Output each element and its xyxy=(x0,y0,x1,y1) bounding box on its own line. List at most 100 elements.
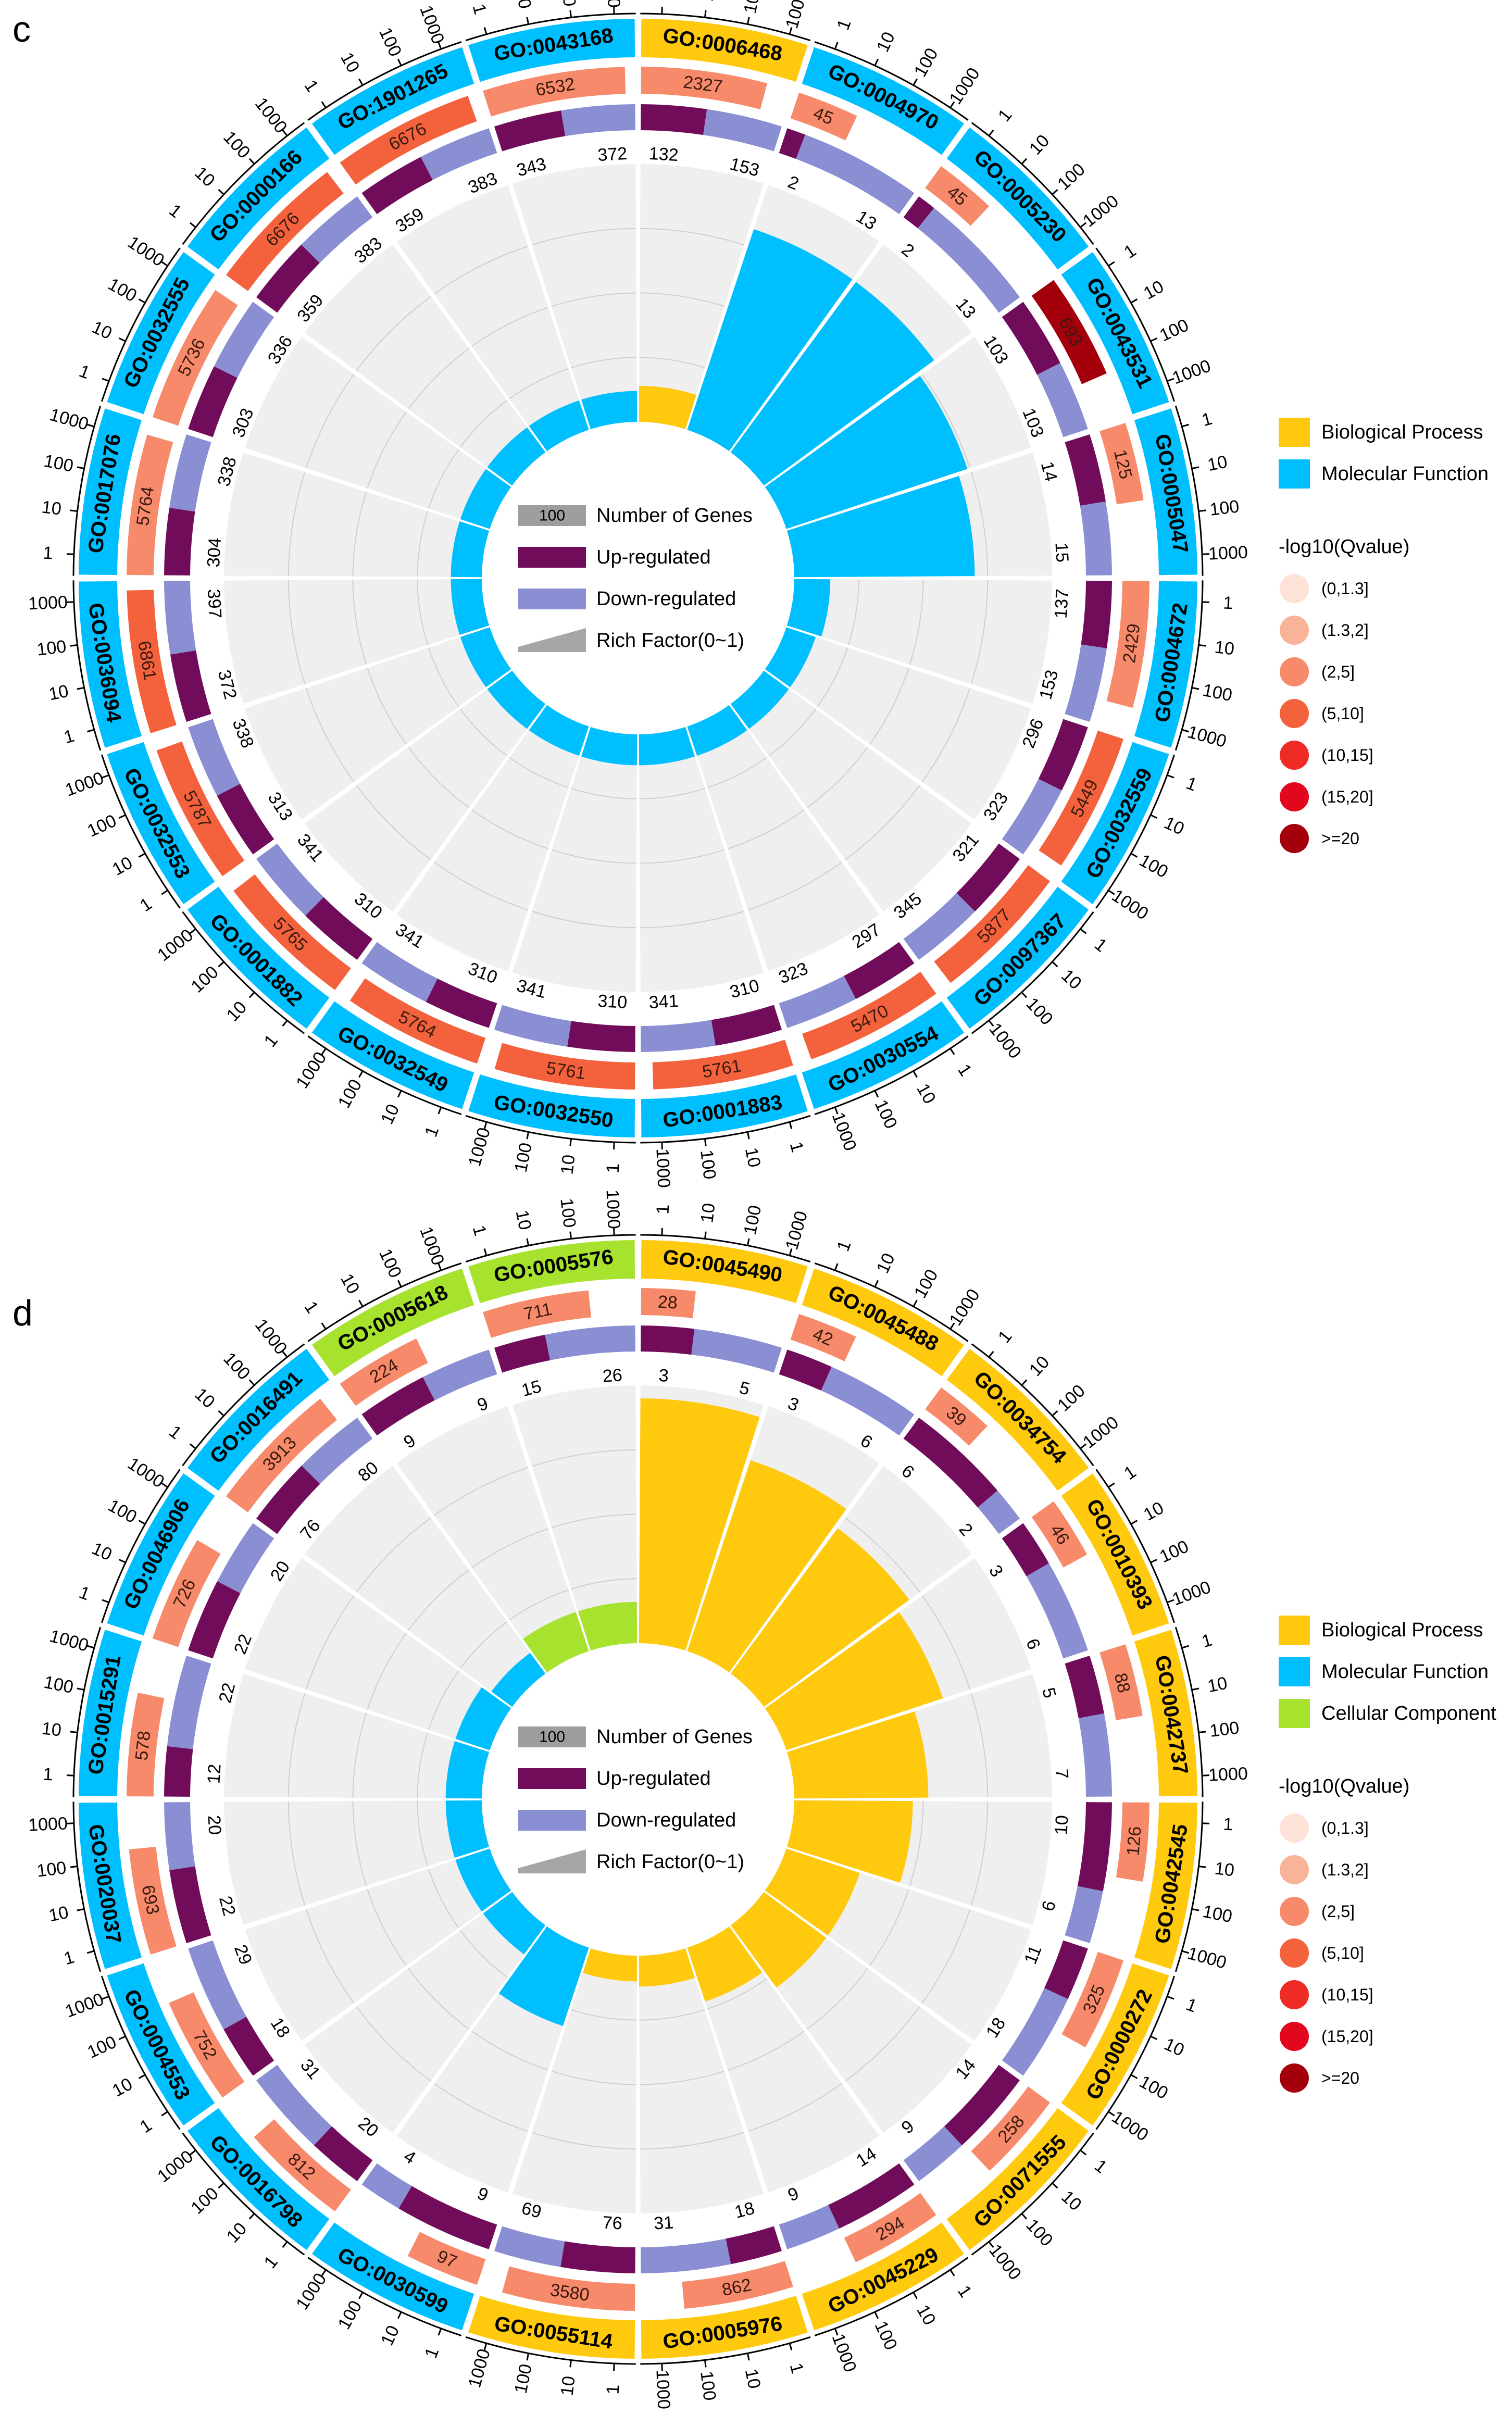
gene-count-bar xyxy=(340,1338,428,1406)
scale-tick xyxy=(282,2241,288,2248)
qvalue-swatch xyxy=(1280,2022,1309,2051)
scale-tick-label: 1000 xyxy=(652,2369,673,2409)
down-count-label: 4 xyxy=(400,2146,419,2168)
scale-tick-label: 1000 xyxy=(154,925,197,965)
scale-tick xyxy=(1181,1950,1190,1954)
scale-tick xyxy=(913,2292,918,2299)
up-count-label: 304 xyxy=(204,537,225,568)
up-regulated-bar xyxy=(641,1325,695,1355)
scale-tick-label: 1000 xyxy=(416,3,448,46)
go-id-band xyxy=(1061,1963,1169,2126)
scale-tick xyxy=(70,1865,78,1868)
gene-count-label: 578 xyxy=(132,1730,155,1761)
scale-tick-label: 10 xyxy=(1161,813,1187,839)
scale-tick xyxy=(77,1908,84,1911)
category-label: Biological Process xyxy=(1321,1619,1483,1641)
scale-tick-label: 1 xyxy=(954,1060,976,1080)
up-count-label: 9 xyxy=(474,2183,491,2205)
rich-factor-bar xyxy=(451,579,490,635)
scale-tick-label: 10 xyxy=(913,2301,940,2329)
rich-background xyxy=(730,670,972,912)
scale-tick xyxy=(1108,2111,1115,2117)
up-regulated-bar xyxy=(426,979,497,1028)
gene-count-bar xyxy=(483,1290,591,1338)
scale-tick xyxy=(70,644,78,647)
scale-baseline xyxy=(1174,405,1204,576)
scale-tick xyxy=(1021,992,1028,998)
scale-tick xyxy=(397,1090,402,1098)
scale-baseline xyxy=(307,1262,462,1342)
qvalue-swatch xyxy=(1280,1813,1309,1843)
go-id-band xyxy=(1061,252,1169,415)
rich-gridline xyxy=(408,348,470,410)
rich-gridline xyxy=(352,1801,367,1886)
scale-tick xyxy=(358,78,364,86)
up-count-label: 14 xyxy=(1037,459,1061,483)
scale-tick-label: 100 xyxy=(556,1197,579,1229)
rich-gridline xyxy=(640,2070,725,2085)
rich-gridline xyxy=(640,910,744,929)
scale-tick xyxy=(161,261,168,267)
down-count-label: 6 xyxy=(1022,1636,1044,1653)
scale-tick xyxy=(661,1228,663,1236)
rich-gridline xyxy=(869,1888,909,1966)
scale-tick xyxy=(834,1263,839,1271)
rich-gridline xyxy=(356,1517,431,1593)
gene-count-bar xyxy=(1116,1802,1149,1882)
scale-tick-label: 10 xyxy=(336,49,364,76)
up-count-label: 2 xyxy=(898,240,918,261)
down-regulated-bar xyxy=(164,1802,195,1870)
scale-tick-label: 10 xyxy=(697,0,719,3)
rich-background xyxy=(304,1466,546,1707)
rich-factor-bar xyxy=(582,1948,638,1982)
go-id-band xyxy=(468,1240,635,1304)
qvalue-bin-label: (0,1.3] xyxy=(1321,1819,1369,1837)
scale-baseline xyxy=(72,580,102,751)
go-id-band xyxy=(1061,1473,1169,1636)
qvalue-bin-label: (15,20] xyxy=(1321,2027,1373,2046)
up-regulated-bar xyxy=(1002,1523,1049,1577)
scale-tick xyxy=(1202,601,1210,603)
scale-baseline xyxy=(72,1627,102,1797)
scale-tick-label: 1 xyxy=(260,1031,282,1050)
rich-gridline xyxy=(532,1449,636,1467)
scale-tick xyxy=(1150,337,1158,342)
go-id-band xyxy=(802,1268,965,1377)
scale-tick xyxy=(397,2311,402,2319)
rich-factor-bar xyxy=(460,469,511,529)
number-genes-swatch xyxy=(518,505,586,526)
scale-tick-label: 100 xyxy=(696,1149,719,1181)
rich-gridline xyxy=(428,1670,459,1730)
scale-baseline xyxy=(307,41,462,121)
rich-gridline xyxy=(356,296,431,371)
down-regulated-bar xyxy=(1002,1988,1068,2076)
scale-baseline xyxy=(971,911,1094,1034)
rich-gridline xyxy=(551,292,636,307)
scale-tick xyxy=(526,1132,530,1140)
up-count-label: 18 xyxy=(733,2198,757,2222)
scale-tick xyxy=(1021,2213,1028,2220)
scale-tick-label: 10 xyxy=(377,2322,403,2348)
rich-gridline xyxy=(509,1589,569,1621)
rich-gridline xyxy=(847,579,859,645)
rich-gridline xyxy=(428,647,459,707)
category-swatch xyxy=(1279,1657,1310,1686)
rich-gridline xyxy=(921,687,971,782)
rich-gridline xyxy=(417,511,429,577)
rich-gridline xyxy=(288,1693,306,1797)
scale-tick xyxy=(77,466,84,470)
scale-tick-label: 1000 xyxy=(28,1813,68,1835)
rich-gridline xyxy=(970,472,989,576)
scale-tick xyxy=(438,2328,442,2336)
up-regulated-bar xyxy=(779,1349,832,1391)
rich-gridline xyxy=(817,647,848,707)
go-id-band xyxy=(107,1473,215,1636)
scale-tick xyxy=(1108,261,1115,267)
scale-tick xyxy=(569,1139,572,1146)
scale-tick-label: 1 xyxy=(1120,241,1140,262)
